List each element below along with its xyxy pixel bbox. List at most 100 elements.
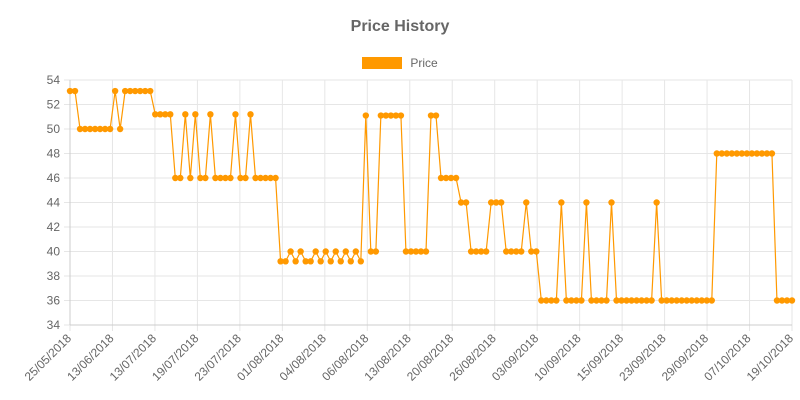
data-point xyxy=(693,297,700,304)
data-point xyxy=(212,174,219,182)
y-tick-label: 54 xyxy=(47,73,61,87)
y-tick-label: 38 xyxy=(47,269,61,283)
data-point xyxy=(202,174,209,182)
data-point xyxy=(207,111,214,118)
data-point xyxy=(427,112,435,119)
data-point xyxy=(152,111,159,118)
legend-label: Price xyxy=(410,56,438,70)
data-point xyxy=(232,111,239,118)
data-point xyxy=(628,297,635,304)
y-tick-label: 52 xyxy=(47,98,61,112)
data-point xyxy=(86,125,94,133)
data-point xyxy=(402,248,410,255)
data-point xyxy=(588,297,595,304)
data-point xyxy=(523,199,530,206)
data-point xyxy=(91,125,99,133)
data-point xyxy=(763,150,771,157)
data-point xyxy=(477,248,485,255)
data-point xyxy=(633,297,640,304)
data-point xyxy=(723,150,731,157)
data-point xyxy=(367,248,375,255)
data-point xyxy=(237,174,244,182)
data-point xyxy=(518,248,525,255)
data-point xyxy=(277,258,284,265)
data-point xyxy=(708,297,715,304)
data-point xyxy=(462,199,470,206)
data-point xyxy=(783,297,791,304)
data-point xyxy=(377,112,385,119)
y-tick-label: 48 xyxy=(47,147,61,161)
data-point xyxy=(457,199,465,206)
data-point xyxy=(768,150,776,157)
data-point xyxy=(282,258,289,265)
data-point xyxy=(678,297,685,304)
data-point xyxy=(322,248,329,255)
data-point xyxy=(96,125,104,133)
data-point xyxy=(347,258,354,265)
data-point xyxy=(533,248,540,255)
data-point xyxy=(743,150,751,157)
data-point xyxy=(608,199,615,206)
data-point xyxy=(116,125,124,133)
data-point xyxy=(583,199,590,206)
data-point xyxy=(162,111,169,118)
data-point xyxy=(267,174,274,182)
data-point xyxy=(307,258,314,265)
data-point xyxy=(362,112,370,119)
data-point xyxy=(167,111,174,118)
data-point xyxy=(417,248,425,255)
y-tick-label: 42 xyxy=(47,220,61,234)
data-point xyxy=(292,258,299,265)
data-point xyxy=(332,248,339,255)
data-point xyxy=(442,174,450,182)
data-point xyxy=(728,150,736,157)
data-point xyxy=(503,248,510,255)
data-point xyxy=(66,87,74,95)
y-tick-label: 36 xyxy=(47,294,61,308)
data-point xyxy=(668,297,675,304)
data-point xyxy=(578,297,585,304)
data-point xyxy=(568,297,575,304)
data-point xyxy=(247,111,254,118)
data-point xyxy=(698,297,705,304)
data-point xyxy=(663,297,670,304)
data-point xyxy=(718,150,726,157)
data-point xyxy=(126,87,134,95)
data-point xyxy=(297,248,304,255)
data-point xyxy=(272,174,279,182)
data-point xyxy=(222,174,229,182)
data-point xyxy=(101,125,109,133)
series-line-price xyxy=(70,90,792,302)
data-point xyxy=(543,297,550,304)
data-point xyxy=(302,258,309,265)
data-point xyxy=(773,297,781,304)
data-point xyxy=(121,87,129,95)
y-tick-label: 44 xyxy=(47,196,61,210)
data-point xyxy=(758,150,766,157)
data-point xyxy=(352,248,359,255)
data-point xyxy=(217,174,224,182)
data-point xyxy=(528,248,535,255)
data-point xyxy=(618,297,625,304)
data-point xyxy=(287,248,294,255)
data-point xyxy=(432,112,440,119)
data-point xyxy=(573,297,580,304)
legend[interactable]: Price xyxy=(0,56,800,70)
data-point xyxy=(638,297,645,304)
data-point xyxy=(778,297,786,304)
data-point xyxy=(748,150,756,157)
y-tick-label: 46 xyxy=(47,171,61,185)
data-point xyxy=(372,248,380,255)
data-point xyxy=(392,112,400,119)
data-point xyxy=(613,297,620,304)
data-point xyxy=(563,297,570,304)
data-point xyxy=(472,248,480,255)
data-point xyxy=(71,87,79,95)
data-point xyxy=(658,297,665,304)
data-point xyxy=(327,258,334,265)
data-point xyxy=(733,150,741,157)
data-point xyxy=(387,112,395,119)
data-point xyxy=(623,297,630,304)
data-point xyxy=(157,111,164,118)
